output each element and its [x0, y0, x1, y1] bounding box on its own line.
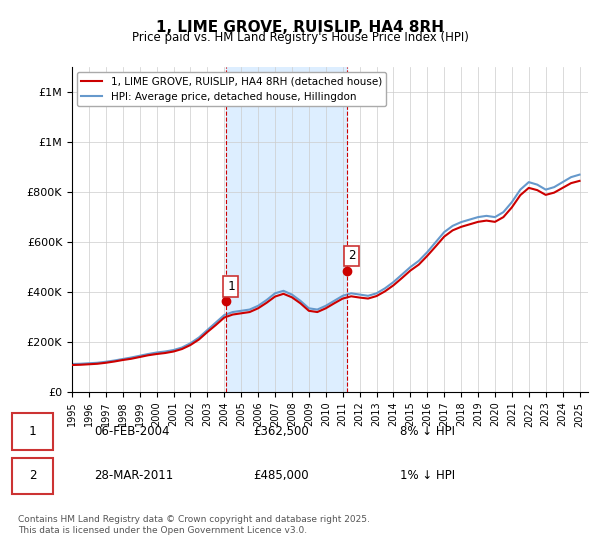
Text: Price paid vs. HM Land Registry's House Price Index (HPI): Price paid vs. HM Land Registry's House … — [131, 31, 469, 44]
Text: 1: 1 — [227, 280, 235, 293]
Legend: 1, LIME GROVE, RUISLIP, HA4 8RH (detached house), HPI: Average price, detached h: 1, LIME GROVE, RUISLIP, HA4 8RH (detache… — [77, 72, 386, 106]
Text: 1% ↓ HPI: 1% ↓ HPI — [400, 469, 455, 482]
Text: 2: 2 — [29, 469, 36, 482]
Text: Contains HM Land Registry data © Crown copyright and database right 2025.
This d: Contains HM Land Registry data © Crown c… — [18, 515, 370, 535]
Text: 28-MAR-2011: 28-MAR-2011 — [94, 469, 173, 482]
FancyBboxPatch shape — [12, 458, 53, 494]
Text: 8% ↓ HPI: 8% ↓ HPI — [400, 425, 455, 438]
Text: £362,500: £362,500 — [253, 425, 309, 438]
Text: 2: 2 — [348, 249, 355, 262]
Text: £485,000: £485,000 — [253, 469, 308, 482]
Text: 1: 1 — [29, 425, 36, 438]
Text: 1, LIME GROVE, RUISLIP, HA4 8RH: 1, LIME GROVE, RUISLIP, HA4 8RH — [156, 20, 444, 35]
FancyBboxPatch shape — [12, 413, 53, 450]
Text: 06-FEB-2004: 06-FEB-2004 — [94, 425, 170, 438]
Bar — [226, 67, 347, 392]
